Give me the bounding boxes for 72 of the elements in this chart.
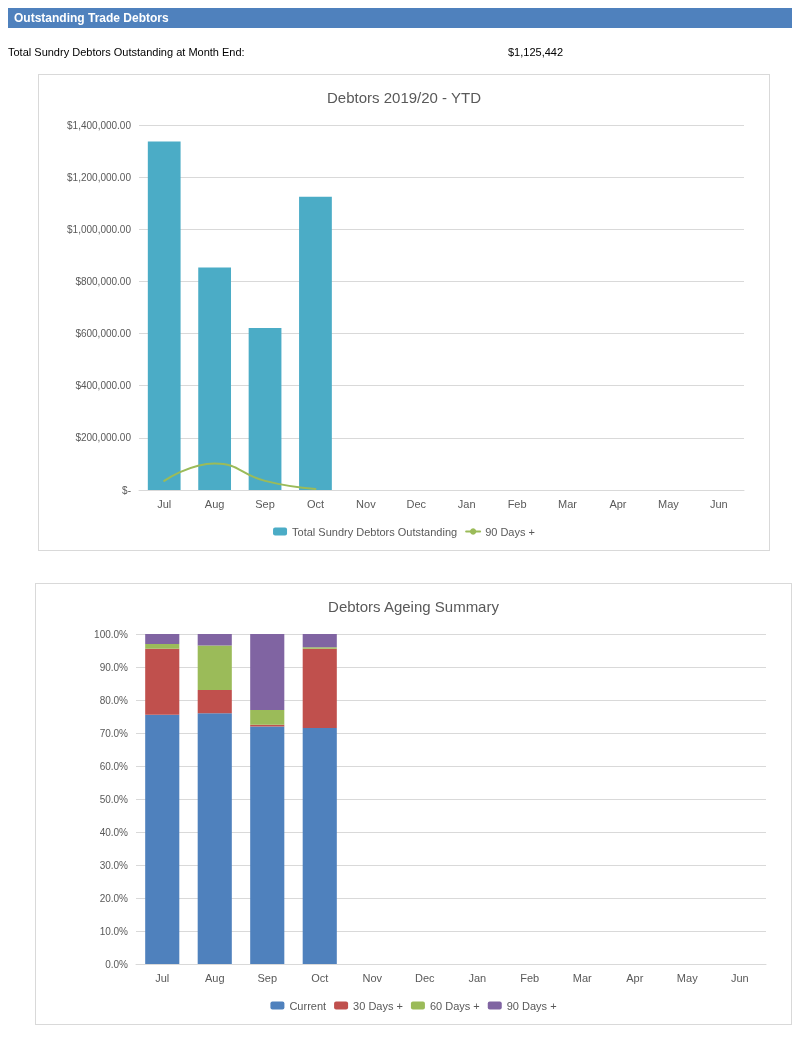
text: $1,125,442 [508, 46, 564, 58]
y-tick-label: 100.0% [94, 628, 129, 640]
x-tick-label: Jul [155, 971, 170, 984]
bar [147, 141, 181, 490]
bar [250, 709, 285, 725]
x-tick-label: Aug [204, 971, 225, 984]
x-tick-label: Feb [507, 497, 527, 510]
x-tick-label: Sep [255, 497, 275, 510]
bar [197, 690, 232, 714]
x-tick-label: Jun [709, 497, 728, 510]
y-tick-label: 70.0% [99, 727, 129, 739]
bar [145, 714, 180, 964]
y-tick-label: $1,200,000.00 [67, 171, 132, 183]
bar [145, 648, 180, 715]
y-tick-label: 40.0% [99, 826, 129, 838]
bar [248, 328, 282, 490]
x-tick-label: Mar [558, 497, 578, 510]
bar [197, 713, 232, 964]
bar [198, 267, 232, 490]
legend-label: 90 Days + [506, 999, 557, 1012]
x-tick-label: Dec [414, 971, 436, 984]
bar [250, 634, 285, 710]
x-tick-label: May [676, 971, 699, 984]
y-tick-label: $- [122, 484, 131, 496]
y-tick-label: $1,000,000.00 [67, 223, 132, 235]
y-tick-label: $800,000.00 [75, 275, 132, 287]
text: Outstanding Trade Debtors [8, 8, 792, 28]
x-tick-label: Oct [306, 497, 325, 510]
x-tick-label: Sep [257, 971, 278, 984]
x-tick-label: Jul [157, 497, 172, 510]
y-tick-label: 0.0% [105, 958, 129, 970]
bar [145, 643, 180, 649]
y-tick-label: 20.0% [99, 892, 129, 904]
y-tick-label: $200,000.00 [75, 432, 132, 444]
y-tick-label: 50.0% [99, 793, 129, 805]
y-tick-label: 80.0% [99, 694, 129, 706]
x-tick-label: Dec [406, 497, 427, 510]
x-tick-label: Aug [204, 497, 225, 510]
y-tick-label: $600,000.00 [75, 328, 132, 340]
y-tick-label: $1,400,000.00 [67, 119, 132, 131]
x-tick-label: Apr [626, 971, 644, 984]
bar [145, 634, 180, 644]
y-tick-label: 60.0% [99, 760, 129, 772]
x-tick-label: Mar [572, 971, 593, 984]
x-tick-label: Jun [730, 971, 749, 984]
bar [197, 634, 232, 646]
chart-title: Debtors 2019/20 - YTD [327, 89, 482, 106]
text: Total Sundry Debtors Outstanding at Month End: [8, 46, 246, 58]
y-tick-label: 30.0% [99, 859, 129, 871]
y-tick-label: 90.0% [99, 661, 129, 673]
bar [197, 645, 232, 691]
x-tick-label: Apr [609, 497, 627, 510]
x-tick-label: Nov [356, 497, 377, 510]
legend-label: 60 Days + [429, 999, 480, 1012]
bar [299, 196, 332, 490]
bar [302, 728, 337, 964]
legend-label: 30 Days + [353, 999, 403, 1012]
x-tick-label: Jan [457, 497, 476, 510]
legend-label: Total Sundry Debtors Outstanding [292, 525, 458, 538]
legend-label: 90 Days + [485, 525, 535, 538]
x-tick-label: Feb [520, 971, 540, 984]
legend-label: Current [289, 999, 327, 1012]
bar [302, 634, 337, 648]
y-tick-label: $400,000.00 [75, 380, 132, 392]
x-tick-label: May [657, 497, 680, 510]
x-tick-label: Nov [362, 971, 383, 984]
x-tick-label: Jan [468, 971, 487, 984]
bar [250, 726, 285, 964]
chart-title: Debtors Ageing Summary [328, 598, 500, 615]
x-tick-label: Oct [311, 971, 329, 984]
y-tick-label: 10.0% [99, 925, 129, 937]
bar [302, 648, 337, 729]
